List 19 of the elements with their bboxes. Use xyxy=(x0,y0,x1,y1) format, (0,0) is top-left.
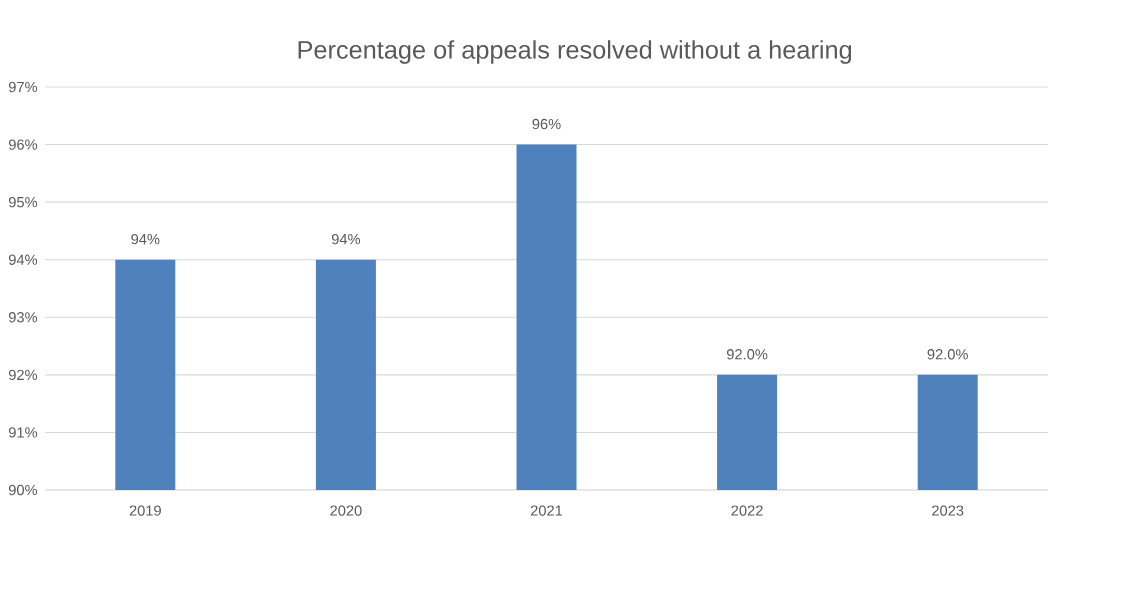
x-tick-label: 2022 xyxy=(731,505,763,516)
y-tick-label: 97% xyxy=(8,81,38,93)
y-tick-label: 92% xyxy=(8,369,38,381)
x-tick-label: 2020 xyxy=(330,505,362,516)
data-label: 92.0% xyxy=(927,349,968,360)
data-label: 92.0% xyxy=(727,349,768,360)
chart-title: Percentage of appeals resolved without a hearing xyxy=(298,40,852,64)
x-tick-label: 2021 xyxy=(530,505,563,516)
y-tick-label: 96% xyxy=(8,139,38,150)
data-label: 94% xyxy=(331,233,361,245)
x-tick-label: 2019 xyxy=(129,505,161,516)
y-tick-label: 95% xyxy=(8,196,38,208)
x-tick-label: 2023 xyxy=(932,505,964,516)
y-tick-label: 94% xyxy=(8,254,38,265)
y-tick-label: 91% xyxy=(8,427,38,438)
data-label: 96% xyxy=(532,118,561,130)
data-label: 94% xyxy=(131,233,160,245)
y-tick-label: 90% xyxy=(8,484,38,496)
y-tick-label: 93% xyxy=(8,312,38,323)
